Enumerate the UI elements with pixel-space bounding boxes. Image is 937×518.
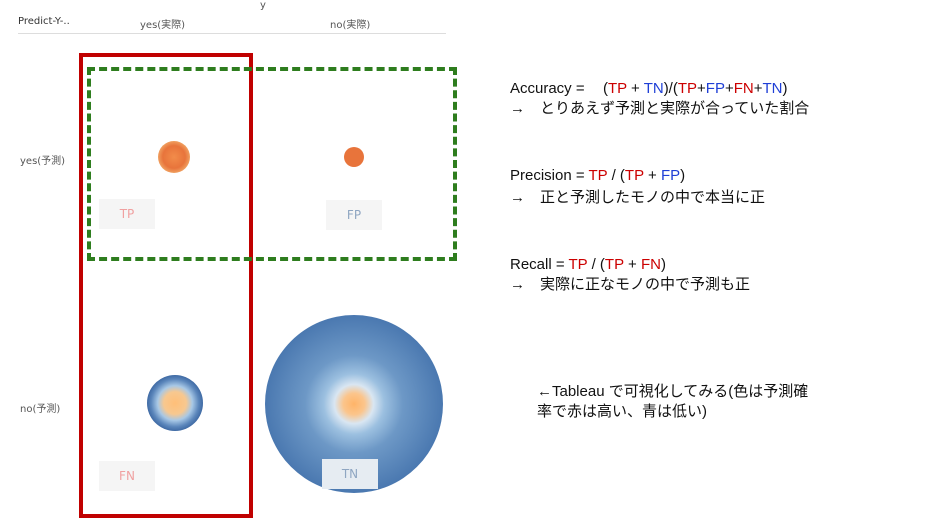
recall-plus: + bbox=[623, 256, 641, 273]
predicted-yes-box bbox=[87, 67, 457, 261]
accuracy-formula: Accuracy = (TP + TN)/(TP+FP+FN+TN) bbox=[510, 80, 788, 98]
cell-label-tp: TP bbox=[99, 199, 155, 229]
tableau-note-line2: 率で赤は高い、青は低い) bbox=[537, 403, 707, 420]
bubble-tn bbox=[265, 315, 443, 493]
recall-note: → 実際に正なモノの中で予測も正 bbox=[510, 276, 751, 293]
precision-fp: FP bbox=[660, 167, 681, 184]
column-header-no: no(実際) bbox=[330, 20, 371, 31]
recall-fn: FN bbox=[640, 256, 661, 273]
cell-label-tn: TN bbox=[322, 459, 378, 489]
bubble-tp bbox=[158, 141, 190, 173]
actual-yes-box bbox=[79, 53, 253, 518]
precision-label: Precision = bbox=[510, 167, 589, 184]
recall-close: ) bbox=[660, 256, 666, 273]
bubble-fp bbox=[344, 147, 364, 167]
precision-formula: Precision = TP / (TP + FP) bbox=[510, 167, 685, 185]
cell-label-fp: FP bbox=[326, 200, 382, 230]
row-header-no: no(予測) bbox=[20, 404, 61, 415]
accuracy-fn: FN bbox=[733, 80, 754, 97]
header-divider bbox=[18, 33, 446, 34]
bubble-fn bbox=[147, 375, 203, 431]
accuracy-tn: TN bbox=[643, 80, 664, 97]
bubble-layer bbox=[147, 141, 443, 493]
precision-tp: TP bbox=[588, 167, 608, 184]
accuracy-plus1: + bbox=[626, 80, 644, 97]
accuracy-mid: )/( bbox=[663, 80, 678, 97]
precision-note: → 正と予測したモノの中で本当に正 bbox=[510, 189, 766, 206]
accuracy-note: → とりあえず予測と実際が合っていた割合 bbox=[510, 100, 810, 117]
recall-tp: TP bbox=[568, 256, 588, 273]
recall-label: Recall = bbox=[510, 256, 569, 273]
precision-plus: + bbox=[643, 167, 661, 184]
accuracy-p2: + bbox=[697, 80, 706, 97]
accuracy-open: ( bbox=[602, 80, 608, 97]
accuracy-close: ) bbox=[782, 80, 788, 97]
recall-formula: Recall = TP / (TP + FN) bbox=[510, 256, 666, 274]
column-header-yes: yes(実際) bbox=[140, 20, 186, 31]
accuracy-tn2: TN bbox=[762, 80, 783, 97]
accuracy-p4: + bbox=[753, 80, 763, 97]
column-axis-title: y bbox=[260, 0, 266, 11]
accuracy-p3: + bbox=[724, 80, 734, 97]
accuracy-fp: FP bbox=[705, 80, 725, 97]
precision-close: ) bbox=[680, 167, 686, 184]
precision-tp2: TP bbox=[624, 167, 644, 184]
recall-tp2: TP bbox=[604, 256, 624, 273]
recall-div: / ( bbox=[587, 256, 605, 273]
row-axis-title: Predict-Y-.. bbox=[18, 16, 70, 27]
precision-div: / ( bbox=[607, 167, 625, 184]
row-header-yes: yes(予測) bbox=[20, 156, 66, 167]
cell-label-fn: FN bbox=[99, 461, 155, 491]
accuracy-tp2: TP bbox=[677, 80, 698, 97]
tableau-note-line1: ←Tableau で可視化してみる(色は予測確 bbox=[537, 383, 809, 400]
accuracy-label: Accuracy = bbox=[510, 80, 589, 97]
accuracy-tp: TP bbox=[607, 80, 627, 97]
